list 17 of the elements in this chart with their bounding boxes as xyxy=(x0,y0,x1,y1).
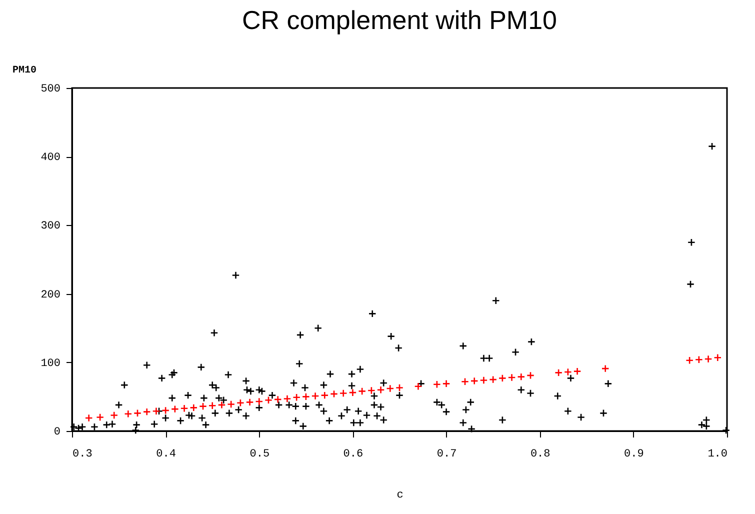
y-tick-label: 100 xyxy=(40,358,60,370)
x-tick-label: 0.5 xyxy=(250,448,270,460)
y-tick-label: 500 xyxy=(40,84,60,96)
x-tick-label: 1.0 xyxy=(708,448,728,460)
y-tick-label: 0 xyxy=(54,426,60,438)
x-tick-label: 0.4 xyxy=(156,448,176,460)
x-tick-label: 0.3 xyxy=(72,448,92,460)
y-tick-label: 300 xyxy=(40,220,60,233)
x-tick-label: 0.6 xyxy=(343,448,364,460)
x-tick-label: 0.7 xyxy=(436,448,457,460)
x-tick-label: 0.9 xyxy=(624,448,644,460)
x-tick-label: 0.8 xyxy=(530,448,550,460)
y-axis-title: PM10 xyxy=(12,66,37,76)
x-axis-title: c xyxy=(396,490,404,502)
y-tick-label: 400 xyxy=(40,152,60,164)
y-tick-label: 200 xyxy=(40,289,60,302)
chart-title: CR complement with PM10 xyxy=(242,5,557,35)
